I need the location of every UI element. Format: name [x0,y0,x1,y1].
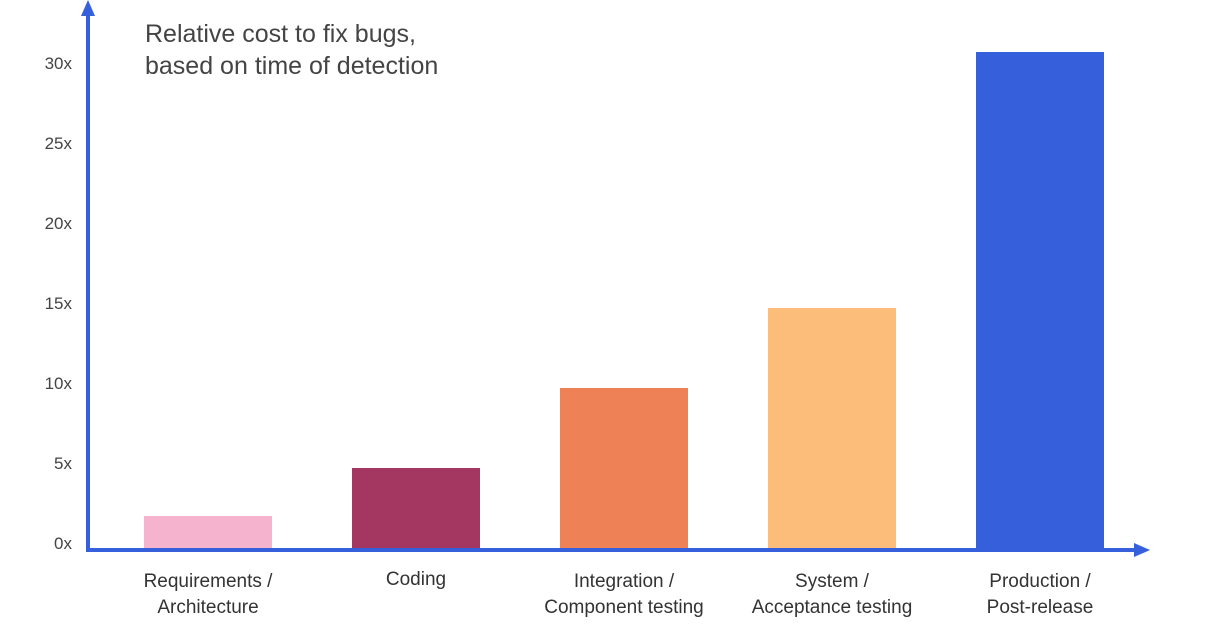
y-tick-label: 30x [44,54,72,73]
y-tick-label: 15x [44,294,72,313]
y-tick-label: 0x [54,534,72,553]
y-tick-label: 5x [54,454,72,473]
bar-system [768,308,896,548]
bar-requirements [144,516,272,548]
y-tick-label: 20x [44,214,72,233]
x-label-integration: Integration / Component testing [514,569,734,621]
x-label-system: System / Acceptance testing [722,569,942,621]
x-axis-arrow-icon [1134,543,1150,557]
x-label-line: Coding [385,569,447,590]
bar-coding [352,468,480,548]
x-label-line: Post-release [986,597,1094,618]
y-axis-arrow-icon [81,0,95,16]
x-label-line: Production / [989,571,1091,592]
x-label-line: Component testing [544,597,704,618]
bar-integration [560,388,688,548]
x-label-line: Acceptance testing [751,597,913,618]
chart-title-line-1: Relative cost to fix bugs, [145,20,416,48]
chart-title: Relative cost to fix bugs, based on time… [145,18,438,82]
x-label-line: Integration / [573,571,675,592]
x-label-line: Requirements / [143,571,273,592]
x-label-line: Architecture [157,597,259,618]
y-tick-label: 10x [44,374,72,393]
x-label-requirements: Requirements / Architecture [98,569,318,621]
bar-production [976,52,1104,548]
y-tick-label: 25x [44,134,72,153]
chart-title-line-2: based on time of detection [145,52,439,80]
x-label-production: Production / Post-release [930,569,1150,621]
x-label-coding: Coding [306,567,526,593]
x-label-line: System / [795,571,869,592]
